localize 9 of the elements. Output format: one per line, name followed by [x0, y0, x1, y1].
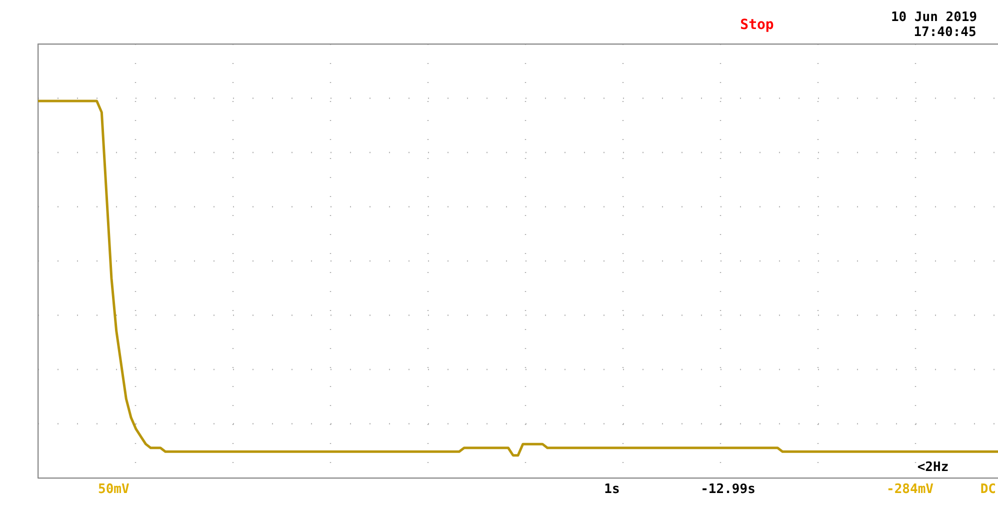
text: 1s: [604, 482, 620, 497]
text: 10 Jun 2019: [890, 10, 978, 25]
text: DC: [980, 482, 996, 497]
text: 50mV: [98, 482, 130, 497]
text: 17:40:45: [914, 25, 976, 40]
annotation: <2Hz: [917, 460, 949, 475]
text: Stop: [740, 17, 774, 33]
text: -12.99s: [700, 482, 756, 497]
text: -284mV: [886, 482, 934, 497]
